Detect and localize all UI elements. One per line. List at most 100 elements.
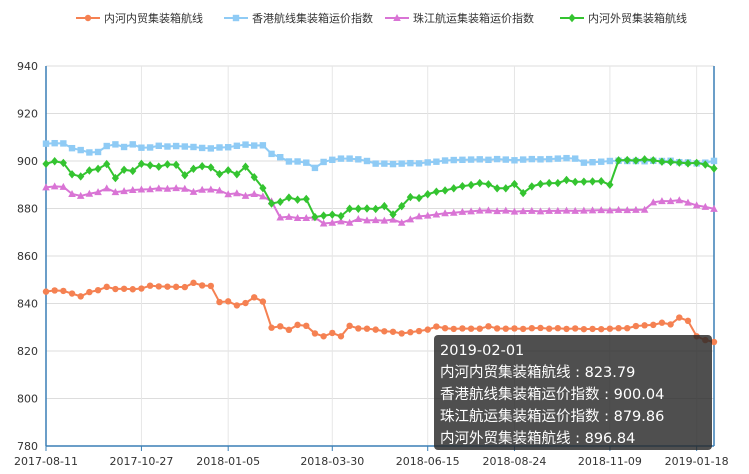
data-point xyxy=(190,143,197,151)
data-point xyxy=(701,160,709,169)
data-point xyxy=(163,184,172,192)
data-point xyxy=(111,188,120,196)
x-tick-label: 2019-01-18 xyxy=(665,455,729,468)
data-point xyxy=(216,144,223,151)
legend-item-3[interactable]: 珠江航运集装箱运价指数 xyxy=(385,11,534,25)
data-point xyxy=(406,192,414,202)
tooltip-row-4: 内河外贸集装箱航线 : 896.84 xyxy=(440,431,636,447)
data-point xyxy=(277,154,284,161)
data-point xyxy=(302,214,311,221)
data-point xyxy=(528,325,536,332)
data-point xyxy=(432,210,441,218)
legend-item-2[interactable]: 香港航线集装箱运价指数 xyxy=(224,11,373,25)
data-point xyxy=(623,206,632,214)
data-point xyxy=(649,198,658,206)
data-point xyxy=(658,157,666,166)
legend: 内河内贸集装箱航线 香港航线集装箱运价指数 珠江航运集装箱运价指数 内河外贸集装箱航线 xyxy=(76,11,687,25)
data-point xyxy=(571,325,579,332)
data-point xyxy=(129,286,136,293)
data-point xyxy=(129,141,136,148)
tooltip-label-3: 珠江航运集装箱运价指数 xyxy=(440,409,600,425)
data-point xyxy=(250,190,259,198)
data-point xyxy=(277,323,284,330)
data-point xyxy=(441,186,449,195)
data-point xyxy=(293,195,302,204)
data-point xyxy=(112,285,119,293)
data-point xyxy=(285,158,293,165)
data-point xyxy=(458,181,467,191)
series-line xyxy=(45,185,715,225)
data-point xyxy=(684,159,692,168)
data-point xyxy=(606,157,614,165)
data-point xyxy=(476,325,483,332)
data-point xyxy=(502,184,510,193)
data-point xyxy=(241,162,250,171)
data-point xyxy=(424,326,431,333)
data-point xyxy=(710,164,718,173)
data-point xyxy=(172,142,180,150)
data-point xyxy=(658,197,666,205)
y-tick-label: 840 xyxy=(17,298,38,311)
legend-marker xyxy=(568,13,576,23)
tooltip-row-1: 内河内贸集装箱航线 : 823.79 xyxy=(440,365,636,381)
legend-item-1[interactable]: 内河内贸集装箱航线 xyxy=(76,11,203,25)
data-point xyxy=(242,299,249,307)
data-point xyxy=(276,213,285,221)
data-point xyxy=(102,184,111,192)
data-point xyxy=(242,141,249,148)
data-point xyxy=(398,330,405,337)
data-point xyxy=(276,197,284,207)
data-point xyxy=(346,322,353,330)
data-point xyxy=(415,327,423,335)
data-point xyxy=(120,187,128,195)
data-point xyxy=(563,154,570,162)
data-point xyxy=(346,155,353,162)
data-point xyxy=(563,325,570,333)
data-point xyxy=(562,206,571,214)
data-point xyxy=(198,282,206,289)
x-tick-label: 2018-11-09 xyxy=(578,455,642,468)
data-point xyxy=(76,191,85,199)
data-point xyxy=(59,182,68,190)
data-point xyxy=(675,158,683,167)
legend-item-4[interactable]: 内河外贸集装箱航线 xyxy=(560,11,687,25)
data-point xyxy=(545,155,553,163)
data-point xyxy=(303,322,310,330)
data-point xyxy=(146,282,154,289)
data-point xyxy=(42,159,50,169)
data-point xyxy=(459,156,466,164)
data-point xyxy=(519,325,527,333)
data-point xyxy=(666,197,675,205)
data-point xyxy=(623,155,631,165)
y-tick-label: 820 xyxy=(17,345,38,358)
data-point xyxy=(476,156,483,163)
data-point xyxy=(537,324,544,332)
data-point xyxy=(528,206,536,214)
data-point xyxy=(250,172,258,182)
data-point xyxy=(146,161,154,170)
data-point xyxy=(51,287,58,294)
series-line xyxy=(45,281,715,343)
data-point xyxy=(172,184,180,192)
data-point xyxy=(407,159,414,167)
data-point xyxy=(259,142,267,149)
data-point xyxy=(68,144,76,152)
data-point xyxy=(233,142,241,149)
data-point xyxy=(484,180,493,189)
data-point xyxy=(60,287,67,295)
data-point xyxy=(181,184,189,192)
data-point xyxy=(329,156,336,164)
data-point xyxy=(536,179,545,189)
data-point xyxy=(337,333,345,340)
data-point xyxy=(467,180,475,190)
data-point xyxy=(189,164,198,174)
data-point xyxy=(164,143,171,150)
data-point xyxy=(640,155,649,164)
data-point xyxy=(51,139,58,147)
data-point xyxy=(42,288,50,295)
data-point xyxy=(433,158,440,165)
data-point xyxy=(372,326,379,333)
x-tick-label: 2017-08-11 xyxy=(14,455,78,468)
data-point xyxy=(606,325,614,332)
data-point xyxy=(293,214,302,221)
